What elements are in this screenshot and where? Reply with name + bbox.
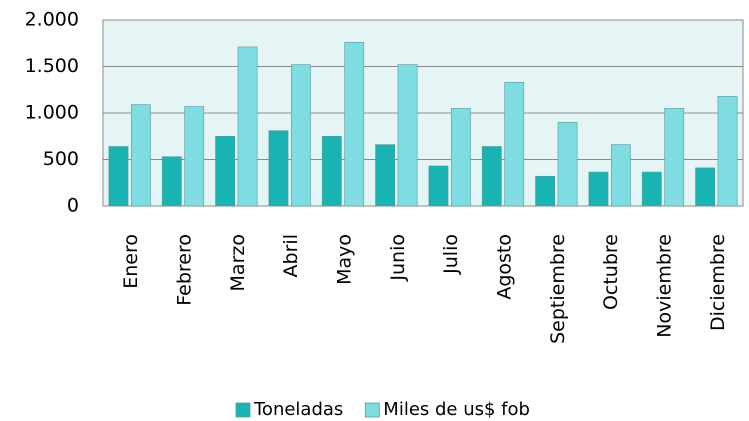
bar: [535, 175, 556, 207]
bar: [481, 146, 502, 207]
bar: [290, 64, 311, 207]
bar: [161, 156, 182, 207]
x-tick-label: Enero: [120, 234, 142, 289]
y-tick-label: 1.500: [25, 55, 79, 77]
bar: [397, 64, 418, 207]
x-tick-label: Abril: [280, 234, 302, 277]
x-tick-label: Septiembre: [547, 234, 569, 344]
legend-label: Toneladas: [253, 399, 343, 420]
bar: [108, 146, 129, 207]
x-tick-label: Junio: [387, 234, 409, 282]
x-tick-label: Julio: [440, 234, 462, 275]
y-tick-label: 500: [43, 148, 79, 170]
bar: [641, 171, 662, 207]
y-tick-label: 2.000: [25, 9, 79, 31]
y-tick-label: 1.000: [25, 102, 79, 124]
legend-swatch: [364, 402, 380, 418]
bar: [504, 82, 525, 207]
bar: [450, 108, 471, 207]
y-tick-label: 0: [67, 195, 79, 217]
bar: [321, 135, 342, 207]
bar: [695, 167, 716, 207]
x-tick-label: Marzo: [227, 234, 249, 291]
bar: [610, 144, 631, 207]
x-tick-label: Agosto: [494, 234, 516, 300]
bar: [557, 122, 578, 207]
bar: [664, 108, 685, 207]
bar: [375, 144, 396, 207]
x-tick-label: Mayo: [334, 234, 356, 285]
bar: [588, 171, 609, 207]
bar: [237, 46, 258, 207]
bar: [184, 106, 205, 207]
legend-label: Miles de us$ fob: [383, 399, 530, 420]
legend-swatch: [235, 402, 251, 418]
x-tick-label: Octubre: [600, 234, 622, 310]
bar: [268, 130, 289, 207]
bar: [428, 165, 449, 207]
bar: [215, 135, 236, 207]
bar: [717, 95, 738, 207]
bar: [344, 42, 365, 207]
x-tick-label: Febrero: [174, 234, 196, 306]
x-tick-label: Diciembre: [707, 234, 729, 331]
bar: [130, 104, 151, 207]
x-tick-label: Noviembre: [654, 234, 676, 338]
